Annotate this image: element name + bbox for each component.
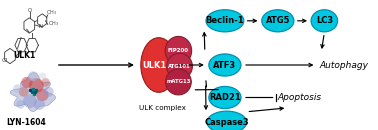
Ellipse shape	[166, 69, 191, 95]
Text: ULK complex: ULK complex	[139, 105, 186, 111]
Text: LYN-1604: LYN-1604	[6, 118, 46, 127]
Ellipse shape	[262, 10, 294, 32]
Ellipse shape	[209, 54, 241, 76]
Text: mATG13: mATG13	[166, 79, 191, 84]
Text: FIP200: FIP200	[168, 48, 189, 53]
Text: ULK1: ULK1	[142, 60, 166, 70]
Text: ULK1: ULK1	[14, 51, 36, 60]
Text: LC3: LC3	[316, 16, 333, 25]
Ellipse shape	[311, 10, 338, 32]
Ellipse shape	[167, 53, 192, 79]
Ellipse shape	[206, 10, 244, 32]
Text: Apoptosis: Apoptosis	[278, 93, 322, 102]
Text: Beclin-1: Beclin-1	[206, 16, 244, 25]
Text: RAD21: RAD21	[209, 93, 241, 102]
Ellipse shape	[207, 111, 246, 130]
Ellipse shape	[209, 86, 241, 109]
Ellipse shape	[141, 38, 177, 92]
Text: ATG101: ATG101	[168, 64, 191, 69]
Ellipse shape	[165, 36, 192, 65]
Text: ATF3: ATF3	[213, 60, 237, 70]
Text: ATG5: ATG5	[266, 16, 290, 25]
Text: Caspase3: Caspase3	[204, 118, 249, 127]
Text: Autophagy: Autophagy	[319, 60, 369, 70]
